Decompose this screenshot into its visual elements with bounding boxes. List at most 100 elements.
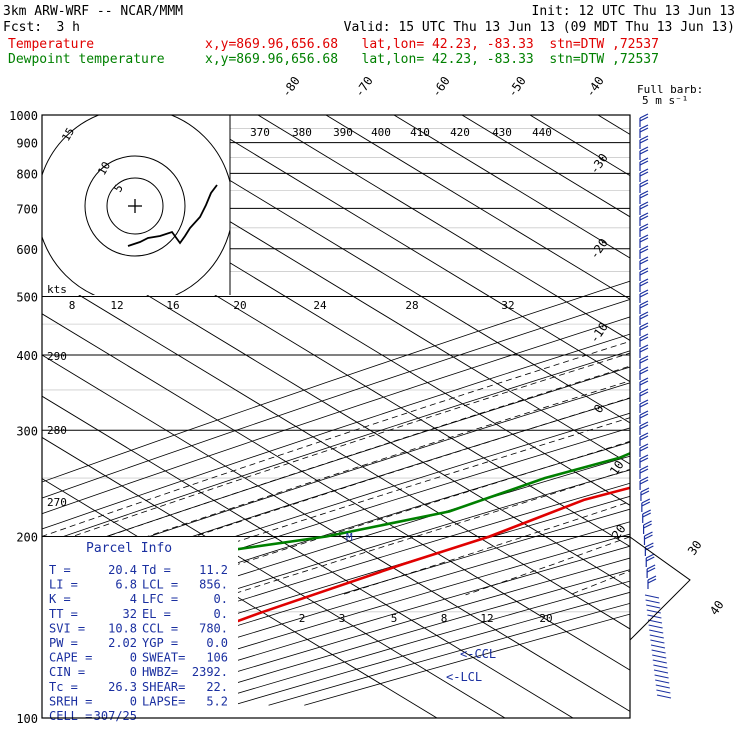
wind-scale-wedge bbox=[629, 536, 691, 641]
wind-barb-flag bbox=[639, 237, 649, 243]
isotherm-label--20: -20 bbox=[587, 236, 611, 262]
isotherm--20 bbox=[325, 115, 630, 300]
parcel-value2-6: 106 bbox=[206, 651, 228, 665]
wind-barb-flag bbox=[639, 314, 649, 320]
isotherm--40 bbox=[189, 115, 630, 383]
dry-adiabat-440 bbox=[197, 580, 630, 706]
isotherm-label-10: 10 bbox=[607, 458, 627, 478]
parcel-info-title: Parcel Info bbox=[86, 541, 172, 556]
wind-barb-flag bbox=[639, 245, 649, 251]
wind-barb-flag bbox=[639, 146, 649, 152]
parcel-key2-4: CCL = bbox=[142, 621, 178, 635]
pressure-tick-300: 300 bbox=[16, 424, 38, 438]
hodo-ring-label-10: 10 bbox=[95, 160, 113, 178]
parcel-key2-1: LCL = bbox=[142, 578, 178, 592]
wind-barb-flag bbox=[644, 531, 653, 537]
isotherm--130 bbox=[42, 395, 574, 718]
wind-barb-flag bbox=[639, 443, 649, 449]
wind-barb-flag bbox=[639, 259, 649, 265]
wind-barb-low bbox=[655, 684, 670, 689]
wind-barb-flag bbox=[639, 113, 649, 119]
isotherm--100 bbox=[42, 272, 630, 630]
pressure-tick-700: 700 bbox=[16, 202, 38, 216]
wind-barb-flag bbox=[639, 402, 649, 408]
wind-barb-flag bbox=[639, 325, 649, 331]
parcel-key-4: SVI = bbox=[49, 621, 85, 635]
parcel-value2-7: 2392. bbox=[192, 665, 228, 679]
wind-barb-flag bbox=[639, 234, 649, 240]
wind-barb-low bbox=[645, 599, 660, 604]
pressure-tick-500: 500 bbox=[16, 291, 38, 305]
wind-barb-flag bbox=[639, 465, 649, 471]
isotherm-label--60: -60 bbox=[429, 74, 453, 100]
dry-adiabat-430 bbox=[161, 569, 630, 706]
parcel-value-7: 0 bbox=[130, 665, 137, 679]
parcel-info-box: Parcel Info T = 20.4 Td = 11.2 LI = 6.8 LCL = 8… bbox=[42, 537, 238, 723]
parcel-value2-2: 0. bbox=[214, 592, 228, 606]
legend-temperature-info: x,y=869.96,656.68 lat,lon= 42.23, -83.33… bbox=[205, 37, 659, 52]
parcel-value-9: 0 bbox=[130, 694, 137, 708]
wind-barb-low bbox=[647, 614, 662, 619]
mixing-ratio-label-5: 5 bbox=[391, 612, 398, 625]
pressure-tick-800: 800 bbox=[16, 167, 38, 181]
lcl-annotation: <-LCL bbox=[446, 670, 482, 684]
speed-tick-20: 20 bbox=[233, 299, 246, 312]
theta-label-400: 400 bbox=[371, 126, 391, 139]
wind-barb-flag bbox=[639, 432, 649, 438]
parcel-key-5: PW = bbox=[49, 636, 78, 650]
wind-barb-flag bbox=[647, 578, 657, 584]
wind-barb-flag bbox=[639, 454, 649, 460]
wind-barb-flag bbox=[639, 391, 649, 397]
pressure-tick-600: 600 bbox=[16, 243, 38, 257]
plot-frame bbox=[41, 114, 631, 719]
speed-tick-16: 16 bbox=[166, 299, 179, 312]
parcel-info-rows: T = 20.4 Td = 11.2 LI = 6.8 LCL = 856. K = 4 LFC =… bbox=[49, 563, 228, 723]
mixing-ratio-label-3: 3 bbox=[339, 612, 346, 625]
pressure-tick-200: 200 bbox=[16, 530, 38, 544]
dry-adiabat-270 bbox=[42, 350, 630, 545]
wind-barb-flag bbox=[639, 366, 649, 372]
wind-barb-low bbox=[650, 644, 666, 649]
wind-barb-low bbox=[649, 634, 664, 639]
wind-barb-flag bbox=[639, 182, 649, 188]
wind-barb-flag bbox=[639, 344, 649, 350]
temperature-trace bbox=[42, 486, 630, 697]
legend-temperature-label: Temperature bbox=[8, 37, 94, 52]
wind-barb-low bbox=[649, 629, 664, 634]
parcel-key-2: K = bbox=[49, 592, 71, 606]
parcel-key-8: Tc = bbox=[49, 680, 78, 694]
wind-barb-flag bbox=[641, 501, 651, 507]
wind-barb-flag bbox=[639, 322, 649, 328]
model-title: 3km ARW-WRF -- NCAR/MMM bbox=[3, 4, 183, 19]
wind-barb-flag bbox=[639, 289, 649, 295]
dry-adiabat-310 bbox=[42, 412, 630, 601]
isotherm-0 bbox=[461, 115, 630, 218]
wind-barb-flag bbox=[639, 256, 649, 262]
hodograph-trace bbox=[127, 184, 218, 247]
wind-barb-flag bbox=[639, 190, 649, 196]
parcel-key-1: LI = bbox=[49, 578, 78, 592]
theta-label-280: 280 bbox=[47, 424, 67, 437]
speed-tick-12: 12 bbox=[110, 299, 123, 312]
wind-barb-low bbox=[648, 624, 663, 629]
isotherm--140 bbox=[42, 436, 506, 718]
wind-barb-low bbox=[646, 609, 661, 614]
parcel-key2-3: EL = bbox=[142, 607, 171, 621]
init-time: Init: 12 UTC Thu 13 Jun 13 bbox=[532, 4, 736, 19]
wind-barb-flag bbox=[639, 457, 649, 463]
wind-barb-flag bbox=[639, 388, 649, 394]
parcel-key2-9: LAPSE= bbox=[142, 694, 185, 708]
wind-barb-flag bbox=[639, 336, 649, 342]
parcel-key-7: CIN = bbox=[49, 665, 85, 679]
parcel-value-2: 4 bbox=[130, 592, 137, 606]
wind-barb-flag bbox=[639, 124, 649, 130]
wind-barb-low bbox=[656, 689, 671, 694]
parcel-value2-4: 780. bbox=[199, 621, 228, 635]
theta-label-370: 370 bbox=[250, 126, 270, 139]
wind-barb-low bbox=[655, 679, 670, 684]
parcel-value-10: 307/25 bbox=[94, 709, 137, 723]
parcel-key-6: CAPE = bbox=[49, 651, 92, 665]
parcel-value-6: 0 bbox=[130, 651, 137, 665]
theta-label-440: 440 bbox=[532, 126, 552, 139]
parcel-value2-9: 5.2 bbox=[206, 694, 228, 708]
